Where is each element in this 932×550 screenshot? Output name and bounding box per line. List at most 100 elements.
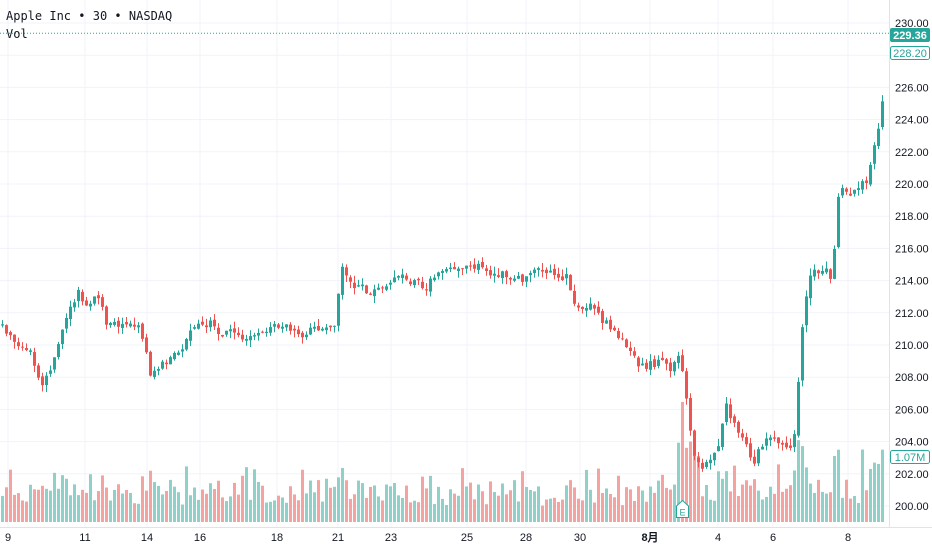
price-tick-label: 220.00 (895, 179, 929, 191)
time-tick-label: 21 (332, 532, 344, 544)
volume-bar (669, 489, 672, 522)
candle-body (245, 338, 248, 341)
volume-bar (217, 480, 220, 522)
candle-body (441, 270, 444, 273)
candle-body (437, 272, 440, 277)
candle-body (97, 295, 100, 299)
volume-bar (577, 498, 580, 522)
candle-body (49, 370, 52, 374)
volume-bar (417, 502, 420, 522)
candle-body (849, 193, 852, 196)
candle-body (833, 248, 836, 279)
candle-body (825, 268, 828, 273)
volume-bar (821, 491, 824, 522)
volume-bar (181, 504, 184, 522)
volume-bar (653, 492, 656, 522)
candle-body (725, 403, 728, 423)
candle-body (237, 332, 240, 336)
volume-badge-text: 1.07M (895, 452, 926, 464)
volume-bar (229, 496, 232, 522)
price-tick-label: 202.00 (895, 469, 929, 481)
candle-body (273, 324, 276, 327)
volume-bar (381, 500, 384, 522)
volume-bar (173, 486, 176, 522)
volume-bar (61, 475, 64, 522)
volume-badge (890, 450, 930, 464)
volume-bar (781, 491, 784, 522)
volume-bar (293, 494, 296, 522)
volume-bar (69, 495, 72, 522)
candle-body (837, 196, 840, 248)
candle-body (37, 365, 40, 378)
volume-bar (137, 503, 140, 522)
candle-body (121, 323, 124, 328)
volume-bar (489, 481, 492, 522)
candle-body (501, 271, 504, 279)
volume-bar (81, 489, 84, 522)
candle-body (581, 306, 584, 310)
candle-body (713, 452, 716, 461)
volume-bar (833, 456, 836, 522)
volume-bar (185, 466, 188, 522)
price-tick-label: 214.00 (895, 276, 929, 288)
candle-body (597, 306, 600, 313)
time-axis[interactable]: 9 11 14 16 18 21 23 25 28 30 8月 4 6 8 (5, 531, 851, 544)
volume-bar (793, 470, 796, 522)
candle-body (721, 423, 724, 448)
symbol-legend[interactable]: Apple Inc • 30 • NASDAQ (6, 9, 172, 23)
candle-body (873, 145, 876, 164)
volume-bar (269, 501, 272, 522)
volume-bar (25, 501, 28, 522)
volume-bar (9, 469, 12, 522)
candle-body (673, 362, 676, 372)
candle-body (333, 325, 336, 327)
volume-bar (349, 498, 352, 522)
last-price-badge-text: 229.36 (893, 30, 927, 42)
candle-body (513, 278, 516, 281)
candle-body (773, 437, 776, 439)
candle-body (653, 359, 656, 367)
volume-bar (841, 497, 844, 522)
earnings-marker[interactable]: E (676, 499, 689, 518)
candle-body (545, 269, 548, 274)
candle-body (433, 277, 436, 281)
earnings-marker-shape[interactable] (676, 499, 689, 518)
candle-body (649, 361, 652, 370)
candle-body (285, 324, 288, 328)
volume-bar (733, 465, 736, 522)
candle-body (161, 361, 164, 369)
candle-body (493, 273, 496, 276)
price-axis[interactable]: 230.00228.00226.00224.00222.00220.00218.… (895, 18, 929, 513)
volume-bar (465, 486, 468, 522)
candle-body (449, 267, 452, 270)
candle-body (185, 339, 188, 350)
volume-bar (625, 487, 628, 522)
candle-body (533, 269, 536, 274)
candle-body (225, 330, 228, 335)
candle-body (525, 276, 528, 282)
volume-bar (241, 475, 244, 522)
volume-bar (537, 486, 540, 522)
candle-body (305, 334, 308, 338)
candle-body (665, 359, 668, 364)
candle-body (777, 437, 780, 444)
candle-body (497, 275, 500, 277)
candle-body (861, 181, 864, 190)
volume-bar (701, 496, 704, 522)
volume-bar (461, 468, 464, 522)
volume-bar (85, 492, 88, 522)
volume-bar (589, 489, 592, 522)
candle-body (325, 327, 328, 331)
candle-body (381, 287, 384, 289)
volume-bar (501, 483, 504, 522)
volume-bar (657, 480, 660, 522)
volume-legend[interactable]: Vol (6, 27, 28, 41)
volume-bar (717, 471, 720, 522)
candle-body (221, 334, 224, 337)
volume-bar (45, 488, 48, 522)
candle-body (137, 325, 140, 328)
volume-bar (385, 484, 388, 522)
volume-bar (829, 492, 832, 522)
